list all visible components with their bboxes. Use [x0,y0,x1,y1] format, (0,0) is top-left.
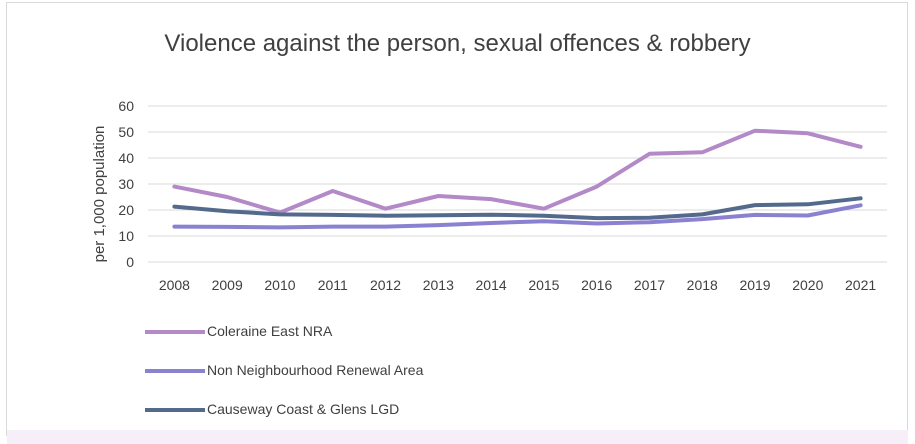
legend-label: Non Neighbourhood Renewal Area [207,362,424,378]
x-axis-ticks: 2008 2009 2010 2011 2012 2013 2014 2015 2016 2017… [159,277,877,293]
legend-label: Causeway Coast & Glens LGD [207,401,400,417]
chart-frame [6,2,908,436]
chart-title: Violence against the person, sexual offe… [164,30,751,57]
y-tick-label: 10 [118,228,134,244]
chart-bottom-band [7,430,908,444]
x-tick-label: 2009 [212,277,243,293]
y-tick-label: 30 [118,176,134,192]
y-tick-label: 50 [118,124,134,140]
y-tick-label: 20 [118,202,134,218]
x-tick-label: 2019 [739,277,770,293]
y-tick-label: 60 [118,98,134,114]
x-tick-label: 2008 [159,277,190,293]
x-tick-label: 2014 [476,277,507,293]
series-line-1 [172,203,863,230]
x-tick-label: 2016 [581,277,612,293]
x-tick-label: 2020 [792,277,823,293]
legend-swatch [145,330,205,334]
x-tick-label: 2013 [423,277,454,293]
series-line-0 [172,128,863,215]
x-tick-label: 2018 [687,277,718,293]
y-axis-title: per 1,000 population [91,126,108,263]
y-tick-label: 0 [126,254,134,270]
legend-label: Coleraine East NRA [207,323,333,339]
y-tick-label: 40 [118,150,134,166]
x-tick-label: 2011 [318,277,348,293]
x-tick-label: 2017 [634,277,665,293]
x-tick-label: 2021 [845,277,876,293]
series-line-2 [172,196,863,221]
x-tick-label: 2012 [370,277,401,293]
x-tick-label: 2010 [264,277,295,293]
legend-swatch [145,369,205,373]
gridlines [148,105,887,263]
legend-swatch [145,408,205,412]
y-axis-ticks: 0 10 20 30 40 50 60 [118,98,134,270]
series-lines [172,128,863,230]
x-tick-label: 2015 [528,277,559,293]
